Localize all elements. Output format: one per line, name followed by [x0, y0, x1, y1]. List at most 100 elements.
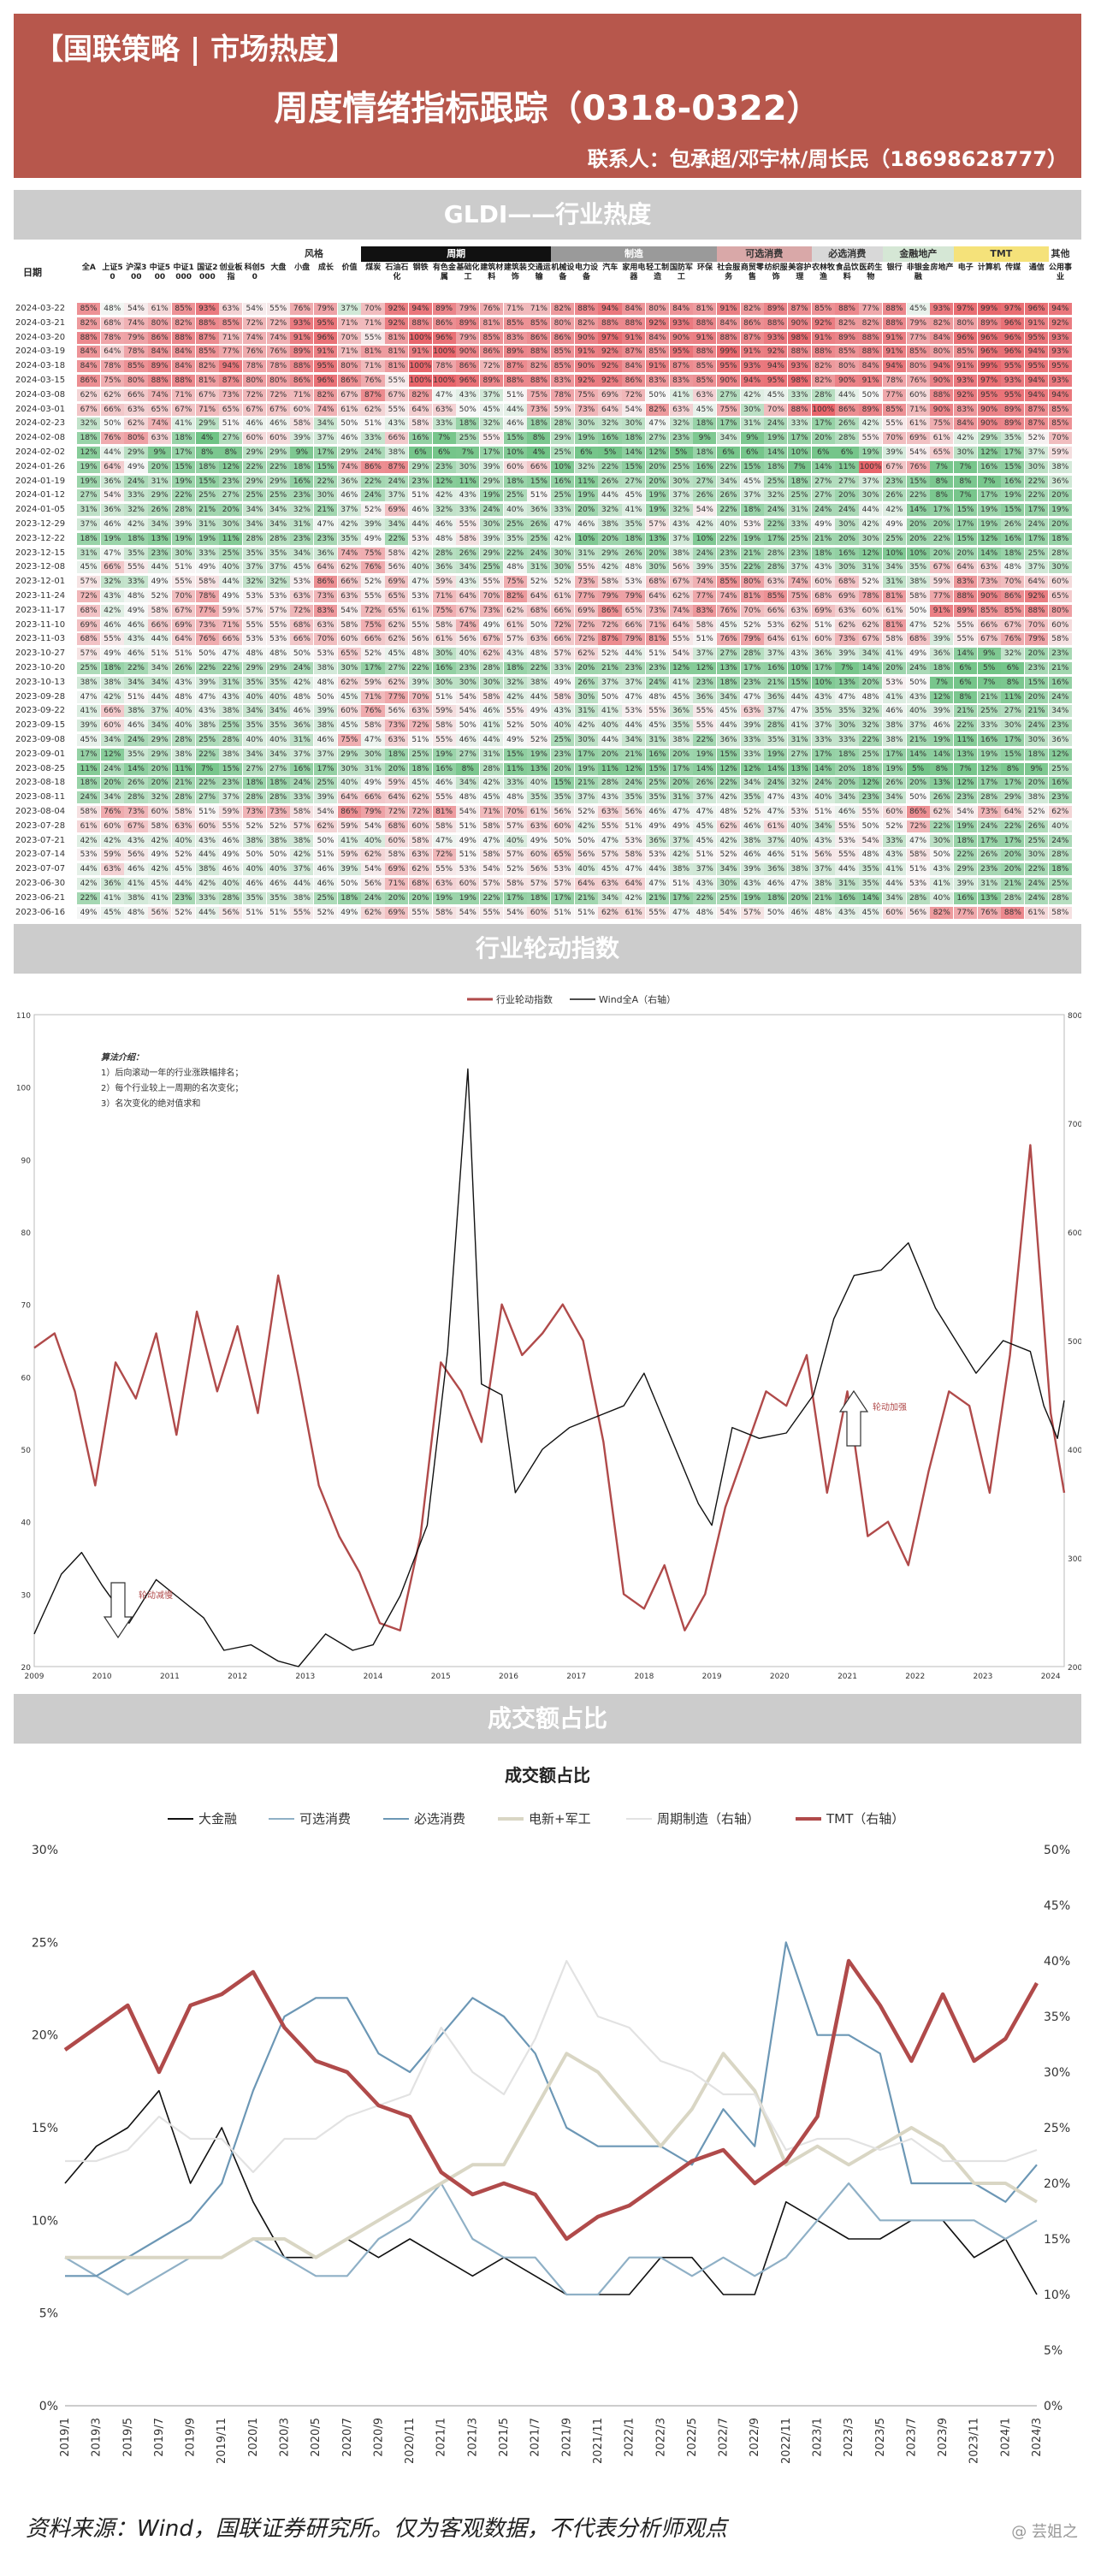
heatmap-cell: 61% — [337, 403, 361, 416]
heatmap-cell: 40% — [408, 561, 432, 574]
heatmap-cell: 53% — [788, 806, 812, 818]
heatmap-cell: 17% — [1025, 504, 1049, 517]
heatmap-cell: 46% — [645, 806, 669, 818]
turnover-y-left-tick: 15% — [32, 2122, 58, 2135]
heatmap-cell: 16% — [1048, 676, 1072, 689]
heatmap-cell: 62% — [574, 648, 598, 660]
heatmap-cell: 5% — [977, 662, 1001, 674]
heatmap-cell: 19% — [171, 475, 195, 488]
heatmap-cell: 49% — [456, 834, 480, 847]
heatmap-cell: 91% — [740, 346, 764, 358]
heatmap-cell: 77% — [574, 590, 598, 602]
heatmap-cell: 66% — [100, 561, 124, 574]
heatmap-cell: 34% — [716, 432, 741, 445]
heatmap-cell: 28% — [598, 777, 622, 790]
heatmap-row-date: 2024-02-08 — [15, 433, 66, 443]
rotation-x-tick: 2024 — [1041, 1673, 1061, 1681]
heatmap-cell: 67% — [456, 604, 480, 617]
heatmap-cell: 39% — [953, 878, 978, 890]
heatmap-cell: 17% — [716, 417, 741, 430]
heatmap-cell: 21% — [574, 891, 598, 904]
heatmap-cell: 66% — [124, 388, 148, 401]
heatmap-cell: 10% — [882, 547, 906, 560]
heatmap-cell: 28% — [835, 432, 859, 445]
heatmap-cell: 21% — [811, 532, 835, 545]
heatmap-cell: 30% — [835, 518, 859, 530]
heatmap-cell: 30% — [361, 748, 385, 761]
heatmap-cell: 49% — [527, 834, 551, 847]
heatmap-cell: 22% — [385, 532, 409, 545]
heatmap-cell: 27% — [456, 748, 480, 761]
heatmap-cell: 49% — [479, 619, 504, 631]
heatmap-cell: 85% — [195, 346, 219, 358]
heatmap-cell: 24% — [693, 547, 717, 560]
heatmap-cell: 54% — [479, 863, 504, 876]
rotation-x-tick: 2016 — [499, 1673, 518, 1681]
heatmap-cell: 6% — [835, 447, 859, 459]
heatmap-cell: 29% — [977, 432, 1001, 445]
heatmap-cell: 80% — [148, 317, 172, 329]
heatmap-cell: 88% — [574, 303, 598, 315]
heatmap-cell: 67% — [337, 388, 361, 401]
heatmap-cell: 19% — [953, 820, 978, 832]
heatmap-cell: 81% — [882, 619, 906, 631]
heatmap-cell: 38% — [811, 878, 835, 890]
heatmap-cell: 69% — [77, 619, 101, 631]
turnover-series-line-0 — [64, 2089, 1038, 2295]
heatmap-cell: 61% — [622, 906, 646, 919]
rotation-notes: 算法介绍： 1）后向滚动一年的行业涨跌幅排名； 2）每个行业较上一周期的名次变化… — [101, 1051, 243, 1112]
heatmap-cell: 74% — [716, 590, 741, 602]
heatmap-cell: 18% — [77, 532, 101, 545]
heatmap-cell: 43% — [124, 633, 148, 646]
heatmap-cell: 28% — [551, 417, 575, 430]
heatmap-cell: 35% — [764, 734, 788, 746]
heatmap-cell: 19% — [764, 432, 788, 445]
heatmap-cell: 12% — [645, 447, 669, 459]
heatmap-cell: 32% — [290, 504, 314, 517]
heatmap-cell: 59% — [930, 576, 954, 589]
heatmap-cell: 46% — [788, 906, 812, 919]
heatmap-cell: 43% — [503, 648, 527, 660]
heatmap-cell: 22% — [598, 460, 622, 473]
heatmap-cell: 37% — [1025, 447, 1049, 459]
heatmap-cell: 85% — [219, 317, 243, 329]
heatmap-cell: 37% — [764, 834, 788, 847]
heatmap-cell: 38% — [385, 447, 409, 459]
heatmap-cell: 76% — [361, 375, 385, 387]
heatmap-cell: 87% — [788, 303, 812, 315]
heatmap-cell: 86% — [361, 460, 385, 473]
heatmap-cell: 79% — [456, 303, 480, 315]
heatmap-cell: 70% — [337, 331, 361, 344]
heatmap-cell: 30% — [1001, 720, 1025, 732]
contact-info: 联系人：包承超/邓宇林/周长民（18698628777） — [587, 147, 1068, 171]
heatmap-cell: 45% — [77, 561, 101, 574]
heatmap-cell: 21% — [953, 705, 978, 718]
rotation-y-left-tick: 80 — [21, 1229, 32, 1238]
heatmap-cell: 7% — [835, 662, 859, 674]
heatmap-cell: 45% — [859, 906, 883, 919]
heatmap-cell: 18% — [100, 662, 124, 674]
heatmap-col-header: 纺织服饰 — [764, 264, 788, 281]
heatmap-cell: 40% — [598, 720, 622, 732]
heatmap-cell: 74% — [148, 388, 172, 401]
turnover-y-right-tick: 40% — [1044, 1955, 1070, 1969]
heatmap-cell: 12% — [716, 762, 741, 775]
heatmap-col-header: 石油石化 — [385, 264, 409, 281]
heatmap-cell: 62% — [361, 403, 385, 416]
heatmap-cell: 99% — [977, 303, 1001, 315]
heatmap-cell: 20% — [906, 777, 930, 790]
heatmap-cell: 12% — [859, 777, 883, 790]
heatmap-cell: 34% — [242, 504, 267, 517]
heatmap-cell: 38% — [314, 662, 338, 674]
heatmap-cell: 11% — [171, 762, 195, 775]
heatmap-cell: 19% — [977, 504, 1001, 517]
heatmap-cell: 67% — [859, 633, 883, 646]
heatmap-cell: 39% — [77, 720, 101, 732]
heatmap-cell: 8% — [953, 690, 978, 703]
heatmap-cell: 16% — [432, 662, 456, 674]
heatmap-cell: 43% — [385, 417, 409, 430]
heatmap-cell: 94% — [1025, 375, 1049, 387]
heatmap-cell: 62% — [337, 676, 361, 689]
heatmap-cell: 54% — [456, 806, 480, 818]
heatmap-cell: 74% — [337, 460, 361, 473]
